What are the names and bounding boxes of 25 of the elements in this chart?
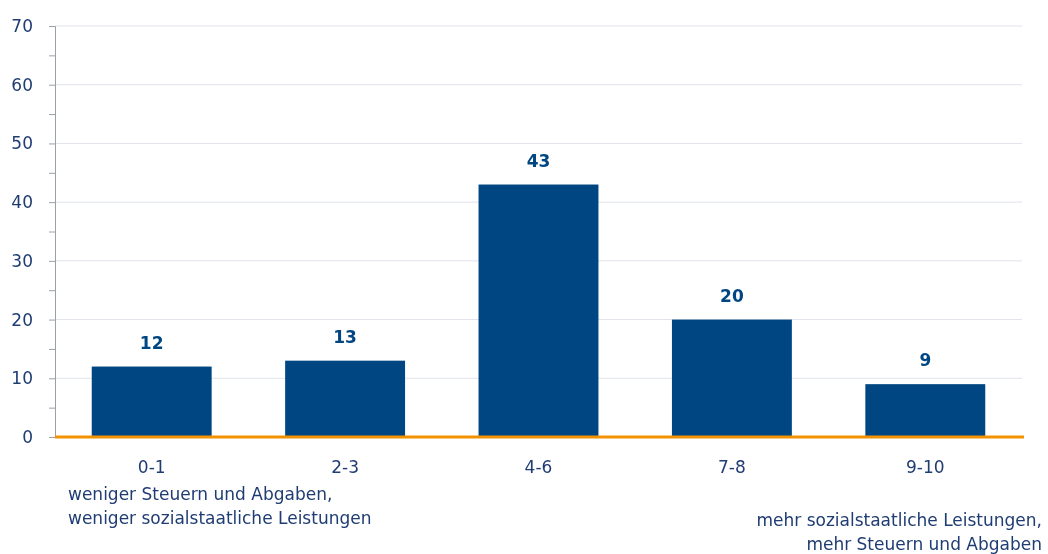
y-tick-label: 40 [11,192,33,213]
x-tick-label: 7-8 [718,457,746,478]
y-tick-label: 70 [11,15,33,36]
data-label: 20 [720,285,744,306]
data-label: 12 [139,332,164,353]
x-tick-label: 9-10 [906,457,945,478]
bar [285,360,406,437]
x-tick-label: 0-1 [137,457,166,478]
bar [478,184,599,437]
data-label: 13 [333,326,357,347]
text: weniger Steuern und Abgaben, weniger sozialstaatliche Leistungen [68,484,372,528]
data-label: 9 [919,350,932,371]
x-tick-label: 2-3 [331,457,359,478]
y-tick-label: 0 [22,426,33,447]
y-tick-label: 30 [11,250,33,271]
y-tick-label: 50 [11,133,33,154]
y-tick-label: 60 [11,74,33,95]
data-label: 43 [526,150,551,171]
y-tick-label: 20 [11,309,33,330]
x-tick-label: 4-6 [524,457,553,478]
y-tick-label: 10 [11,368,33,389]
bar [671,319,792,437]
bar [91,366,212,437]
text: mehr sozialstaatliche Leistungen, mehr Steuern und Abgaben [756,510,1042,554]
bar [865,384,986,437]
